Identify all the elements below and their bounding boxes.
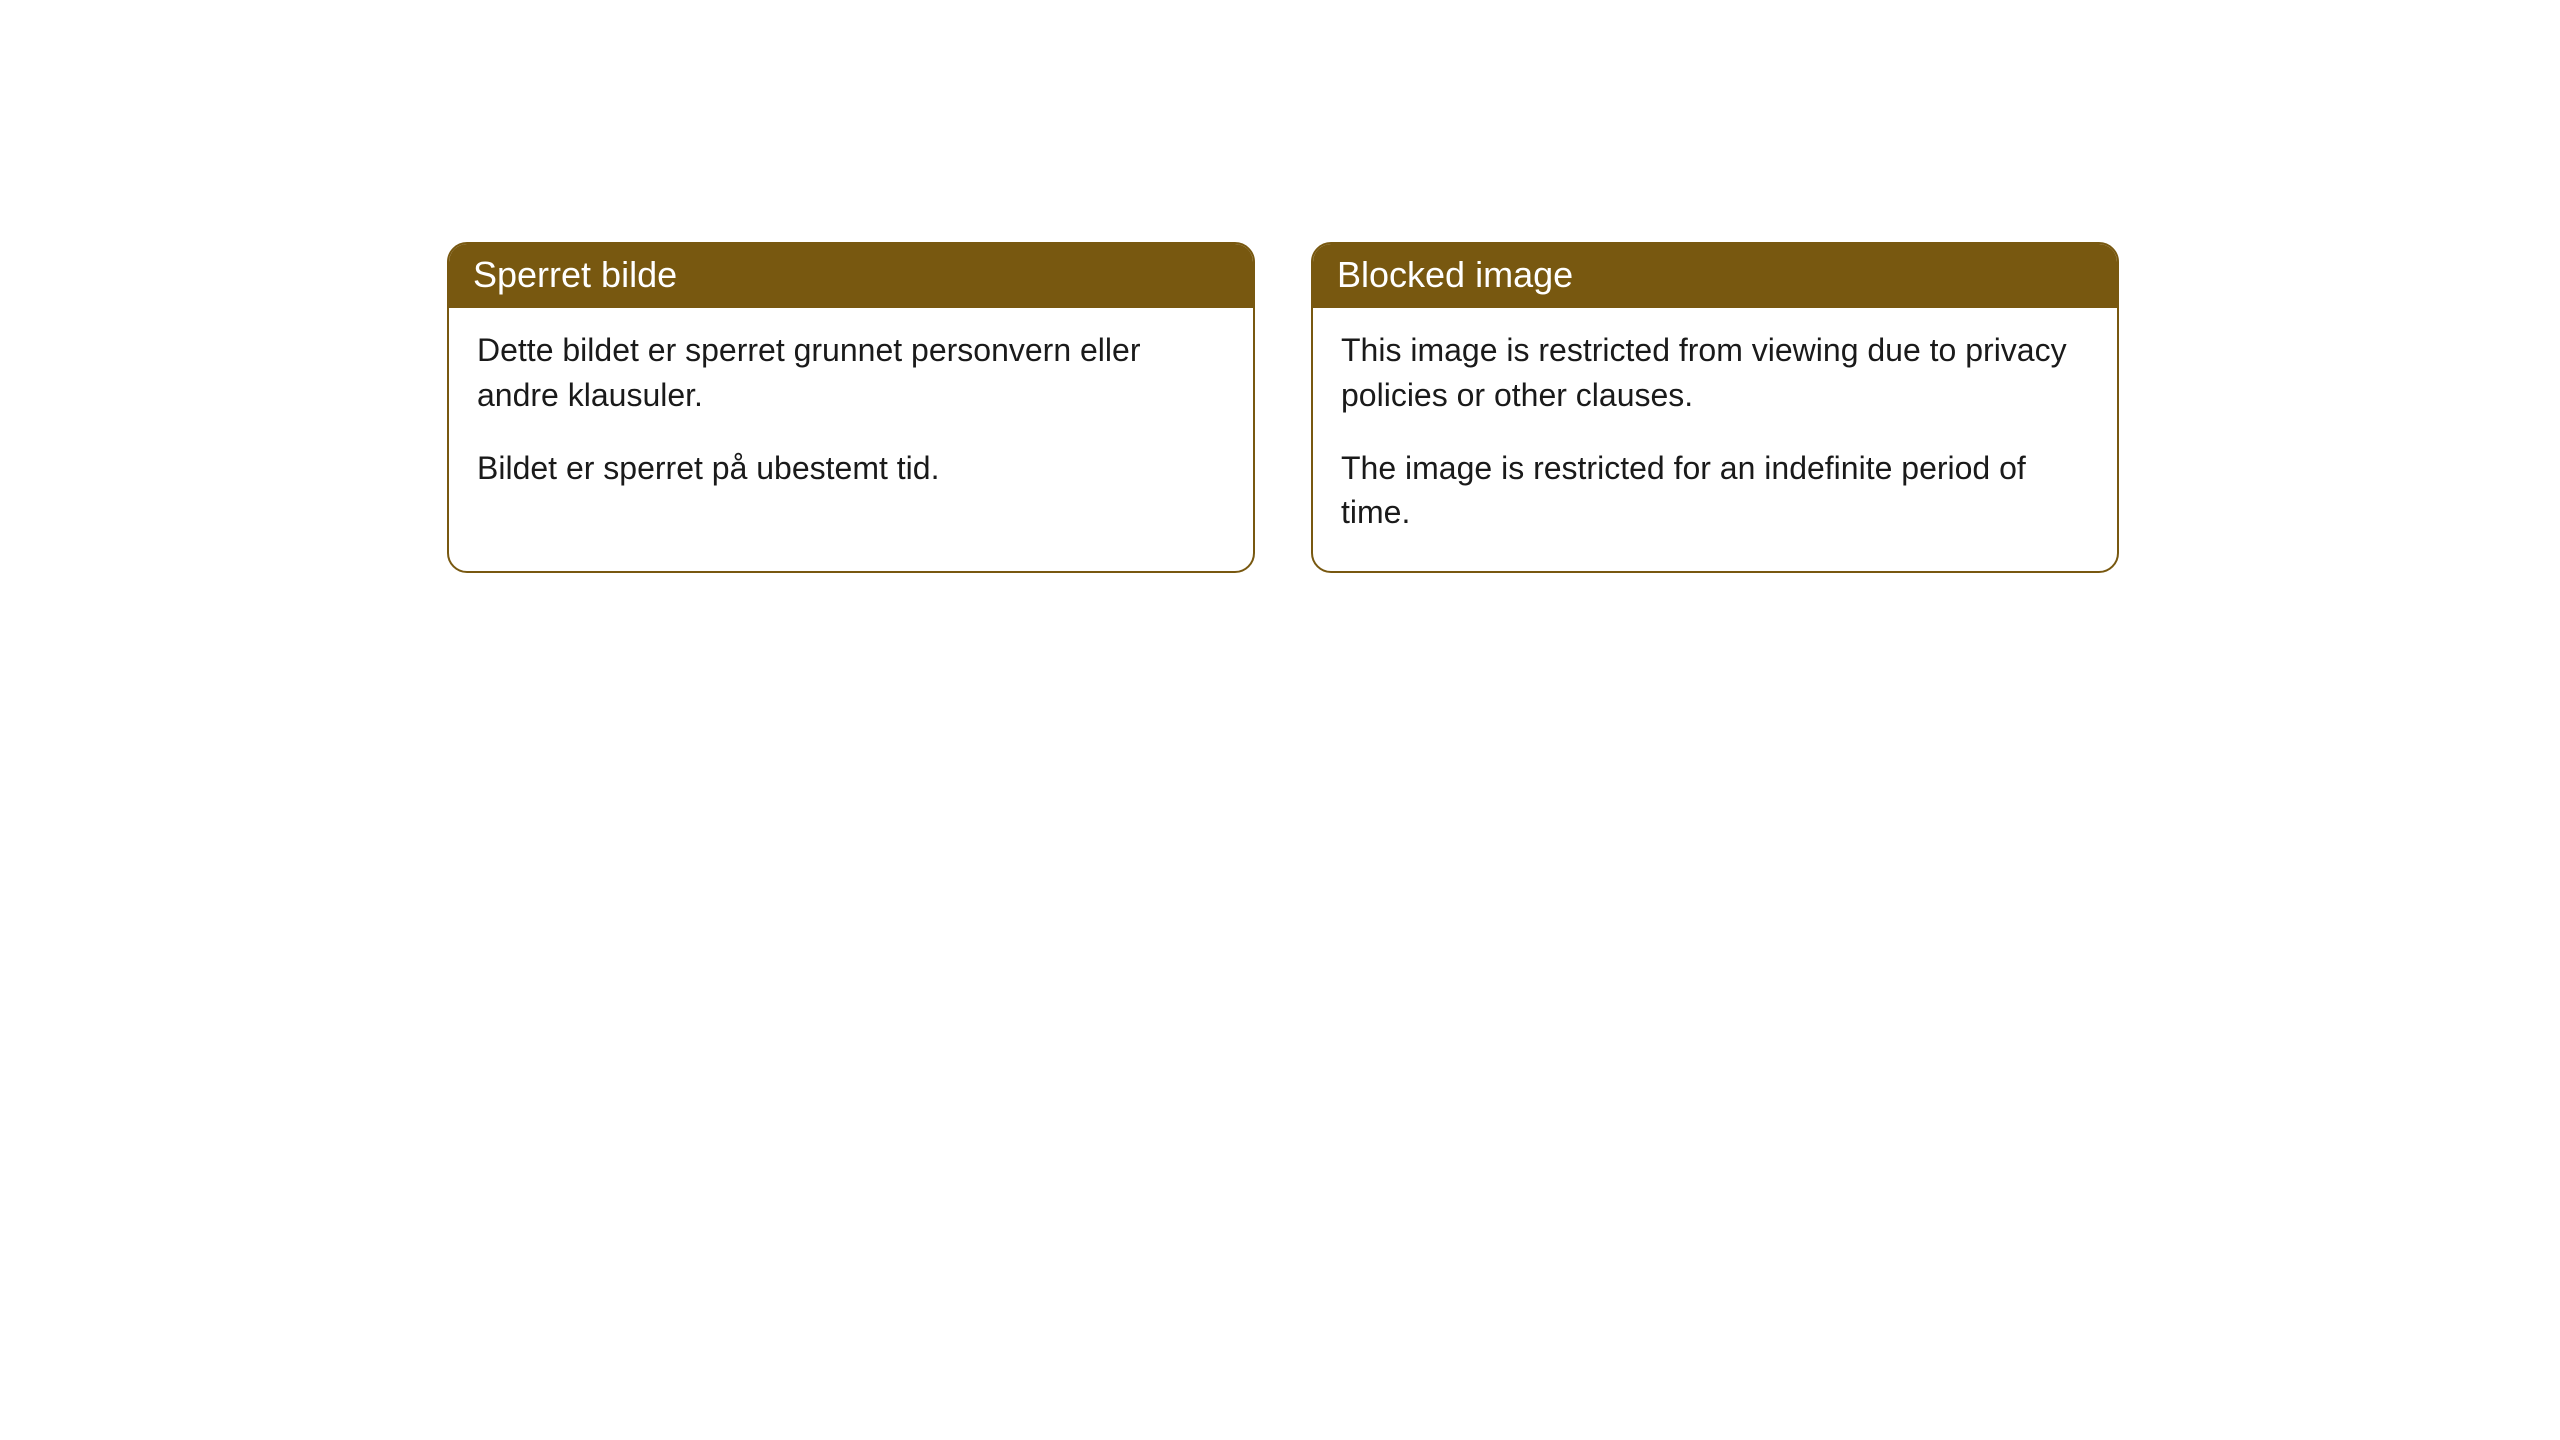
notice-box-english: Blocked image This image is restricted f…: [1311, 242, 2119, 573]
notice-paragraph: Bildet er sperret på ubestemt tid.: [477, 446, 1225, 491]
notice-header-norwegian: Sperret bilde: [449, 244, 1253, 308]
notice-body-norwegian: Dette bildet er sperret grunnet personve…: [449, 308, 1253, 526]
notice-paragraph: This image is restricted from viewing du…: [1341, 328, 2089, 418]
notice-paragraph: The image is restricted for an indefinit…: [1341, 446, 2089, 536]
notice-body-english: This image is restricted from viewing du…: [1313, 308, 2117, 571]
notice-header-english: Blocked image: [1313, 244, 2117, 308]
notice-paragraph: Dette bildet er sperret grunnet personve…: [477, 328, 1225, 418]
notice-container: Sperret bilde Dette bildet er sperret gr…: [447, 242, 2119, 573]
notice-box-norwegian: Sperret bilde Dette bildet er sperret gr…: [447, 242, 1255, 573]
